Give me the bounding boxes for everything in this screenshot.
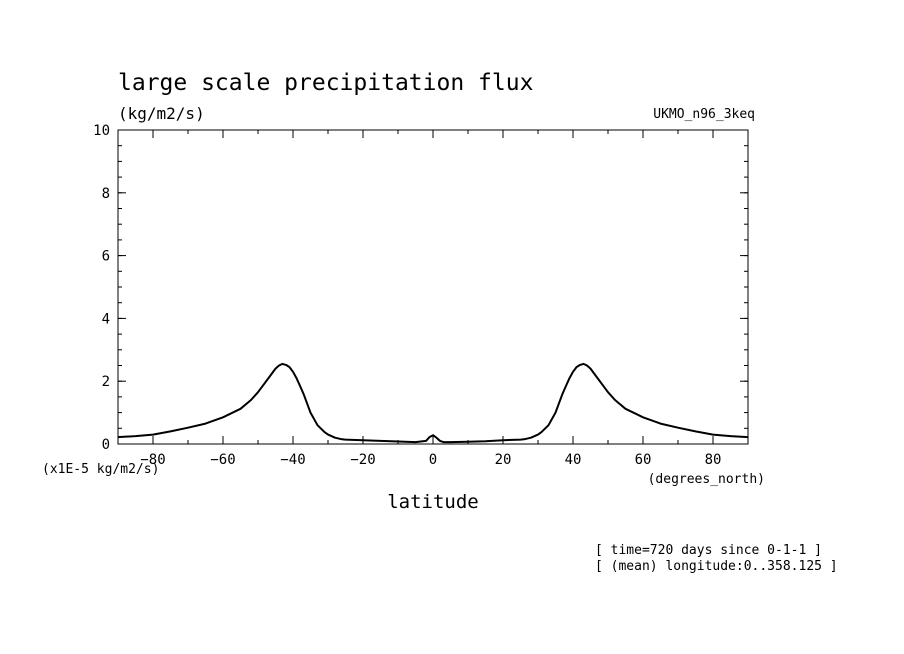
y-tick-label: 4: [102, 311, 110, 327]
series-group: [117, 362, 749, 444]
x-tick-label: 60: [635, 452, 652, 468]
series-line: [117, 362, 749, 444]
x-tick-label: −40: [280, 452, 305, 468]
y-tick-label: 0: [102, 437, 110, 453]
axis-ticks: [117, 129, 749, 445]
y-tick-label: 6: [102, 249, 110, 265]
chart-title: large scale precipitation flux: [118, 70, 533, 96]
x-tick-label: 0: [429, 452, 437, 468]
axis-tick-labels: −80 −60 −40 −20 0 20 40 60 80 0 2 4 6 8 10: [93, 123, 721, 468]
y-scale-note: (x1E-5 kg/m2/s): [42, 462, 159, 477]
plot-frame: [117, 129, 749, 445]
x-units-label: (degrees_north): [648, 472, 765, 487]
time-note: [ time=720 days since 0-1-1 ]: [595, 543, 822, 558]
x-axis-label: latitude: [387, 491, 479, 513]
longitude-note: [ (mean) longitude:0..358.125 ]: [595, 559, 838, 574]
y-tick-label: 8: [102, 186, 110, 202]
x-tick-label: 40: [565, 452, 582, 468]
x-tick-label: −60: [210, 452, 235, 468]
dataset-label: UKMO_n96_3keq: [653, 107, 755, 122]
y-tick-label: 10: [93, 123, 110, 139]
y-tick-label: 2: [102, 374, 110, 390]
x-tick-label: 80: [705, 452, 722, 468]
chart-units: (kg/m2/s): [118, 104, 205, 123]
x-tick-label: −20: [350, 452, 375, 468]
x-tick-label: −80: [140, 452, 165, 468]
x-tick-label: 20: [495, 452, 512, 468]
